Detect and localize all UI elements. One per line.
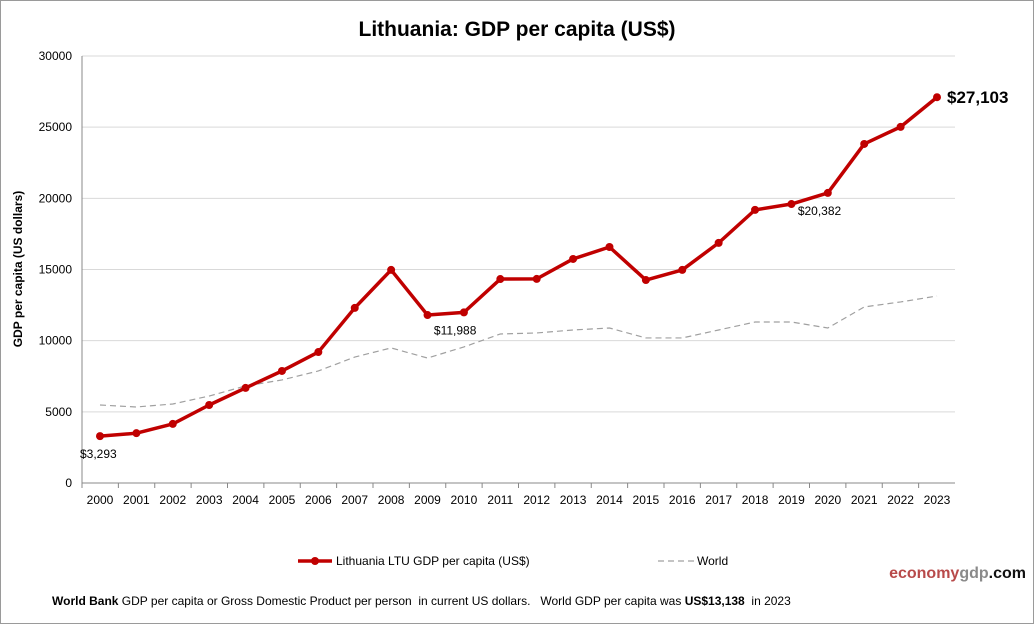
x-tick-label: 2002 [159, 493, 186, 507]
footer-year: in 2023 [744, 594, 791, 608]
footer-source: World Bank [52, 594, 119, 608]
data-point-lithuania [496, 275, 505, 284]
y-tick-label: 10000 [39, 334, 73, 348]
data-point-lithuania [605, 243, 614, 252]
data-point-lithuania [241, 383, 250, 392]
x-tick-label: 2010 [451, 493, 478, 507]
series-line-world [99, 295, 938, 408]
x-tick-label: 2007 [341, 493, 368, 507]
x-tick-label: 2003 [196, 493, 223, 507]
x-tick-label: 2001 [123, 493, 150, 507]
y-axis-label: GDP per capita (US dollars) [11, 191, 25, 348]
footer-world-value: US$13,138 [684, 594, 745, 608]
data-point-lithuania [714, 238, 723, 247]
x-tick-label: 2006 [305, 493, 332, 507]
x-tick-label: 2004 [232, 493, 259, 507]
legend-label-world: World [697, 554, 728, 568]
data-point-lithuania [96, 432, 104, 441]
x-tick-label: 2008 [378, 493, 405, 507]
data-point-lithuania [387, 265, 396, 274]
data-point-lithuania [350, 303, 359, 312]
footer-note: World Bank GDP per capita or Gross Domes… [52, 594, 791, 608]
x-tick-label: 2014 [596, 493, 623, 507]
data-point-lithuania [896, 122, 905, 131]
data-point-lithuania [532, 274, 541, 283]
x-tick-label: 2011 [487, 493, 513, 507]
brand-part-gdp: gdp [959, 565, 989, 582]
data-point-lithuania [678, 265, 687, 274]
data-label: $3,293 [80, 447, 117, 461]
data-point-lithuania [641, 276, 650, 285]
data-point-lithuania [314, 348, 323, 357]
x-tick-label: 2005 [269, 493, 296, 507]
x-tick-label: 2023 [924, 493, 951, 507]
brand-logo[interactable]: economygdp.com [889, 565, 1026, 583]
y-tick-label: 0 [65, 476, 72, 490]
data-label: $27,103 [947, 88, 1008, 107]
data-point-lithuania [459, 308, 468, 317]
x-tick-label: 2016 [669, 493, 696, 507]
x-tick-label: 2009 [414, 493, 441, 507]
data-label: $11,988 [434, 323, 477, 337]
data-point-lithuania [168, 419, 177, 428]
y-tick-label: 25000 [39, 120, 73, 134]
brand-part-economy: economy [889, 565, 960, 582]
x-tick-label: 2015 [633, 493, 660, 507]
data-label: $20,382 [798, 204, 842, 218]
y-tick-label: 30000 [39, 49, 73, 63]
data-point-lithuania [751, 205, 760, 214]
data-point-lithuania [860, 139, 869, 148]
x-tick-label: 2018 [742, 493, 769, 507]
x-tick-label: 2022 [887, 493, 914, 507]
data-point-lithuania [205, 401, 214, 410]
data-point-lithuania [933, 93, 941, 102]
data-point-lithuania [132, 429, 141, 438]
x-tick-label: 2012 [523, 493, 550, 507]
chart-title: Lithuania: GDP per capita (US$) [359, 18, 676, 41]
footer-text: GDP per capita or Gross Domestic Product… [118, 594, 685, 608]
data-point-lithuania [787, 200, 796, 209]
series-line-lithuania [99, 95, 939, 438]
x-tick-label: 2020 [814, 493, 841, 507]
data-point-lithuania [277, 366, 286, 375]
legend-label-lithuania: Lithuania LTU GDP per capita (US$) [336, 554, 530, 568]
y-tick-label: 15000 [39, 263, 73, 277]
y-tick-label: 20000 [39, 191, 73, 205]
x-tick-label: 2017 [705, 493, 732, 507]
x-tick-label: 2019 [778, 493, 805, 507]
x-tick-label: 2000 [87, 493, 114, 507]
x-tick-label: 2013 [560, 493, 587, 507]
x-tick-label: 2021 [851, 493, 878, 507]
brand-part-com: .com [988, 565, 1026, 582]
legend-marker-lithuania [311, 557, 319, 565]
data-point-lithuania [823, 188, 832, 197]
data-point-lithuania [423, 311, 432, 320]
y-tick-label: 5000 [45, 405, 72, 419]
data-point-lithuania [569, 254, 578, 263]
